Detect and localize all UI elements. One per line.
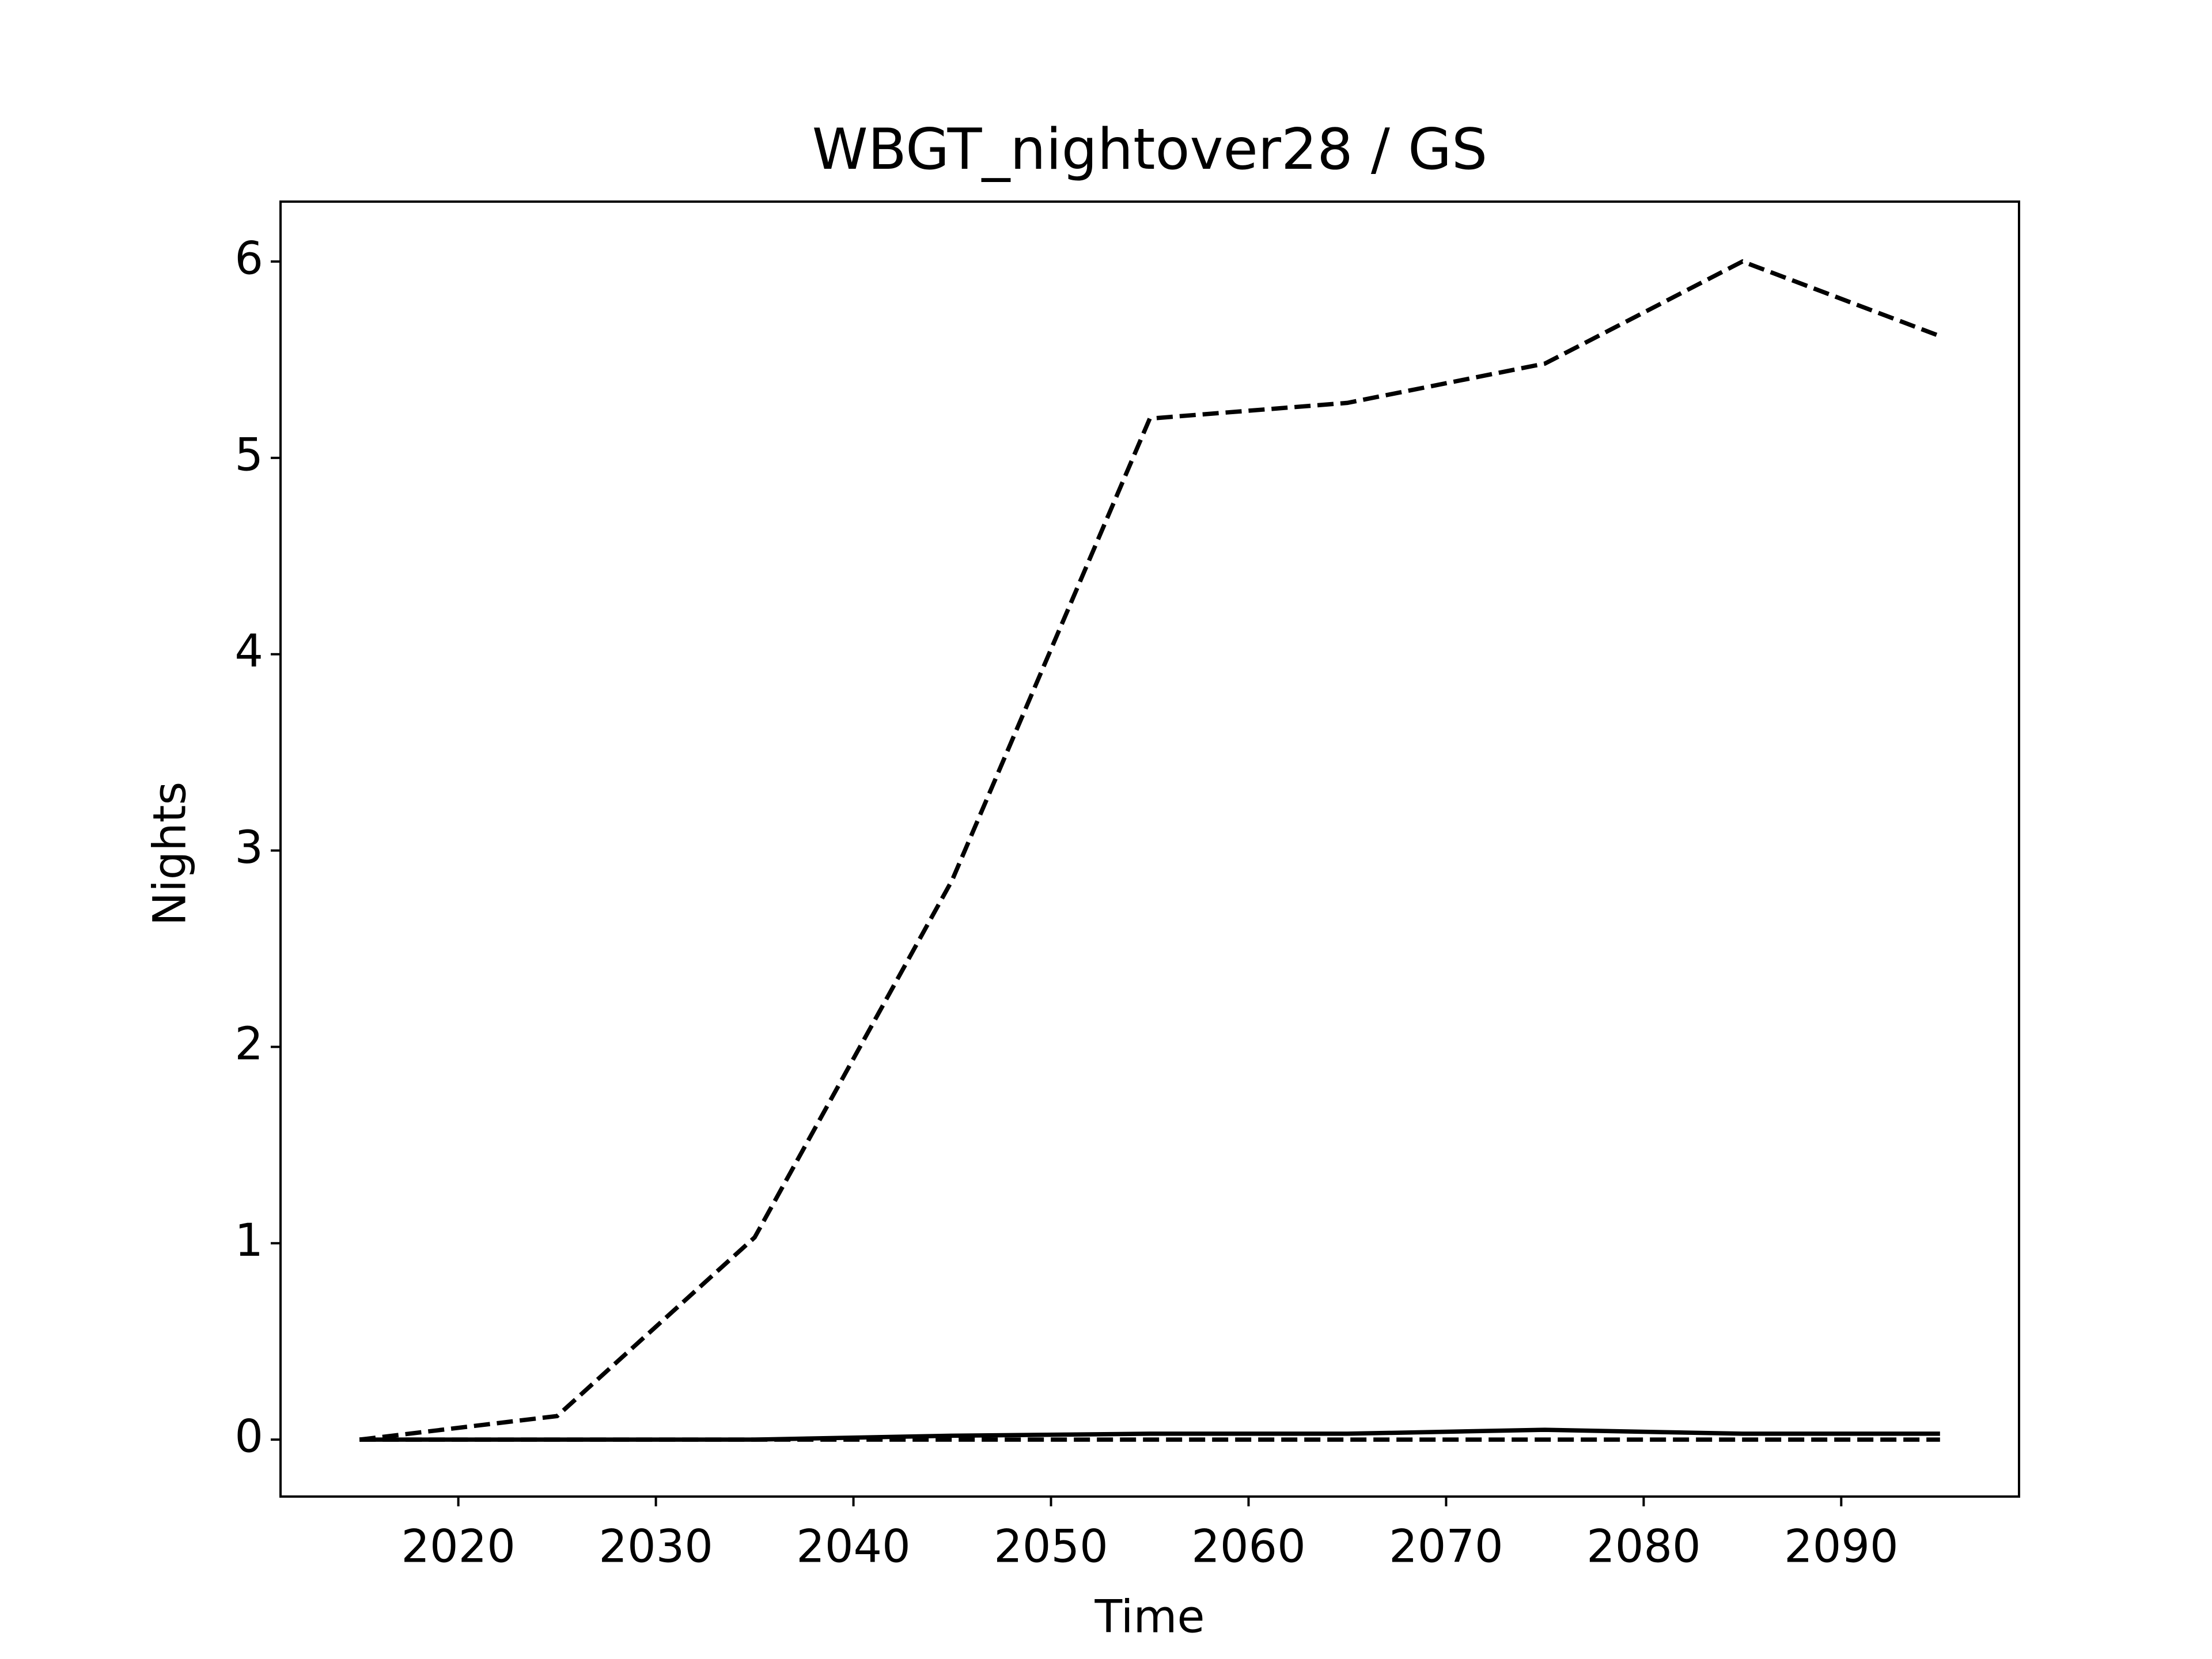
x-tick-label: 2050 [994,1521,1108,1573]
y-tick-label: 0 [234,1411,263,1463]
chart-title: WBGT_nightover28 / GS [812,117,1488,183]
x-tick-label: 2080 [1586,1521,1701,1573]
data-line [359,259,1941,1442]
y-tick-label: 2 [234,1018,263,1070]
x-tick-label: 2020 [401,1521,516,1573]
y-tick-label: 6 [234,233,263,285]
y-tick-label: 4 [234,626,263,677]
x-tick-label: 2040 [796,1521,911,1573]
plot-frame [279,200,2020,1498]
x-tick-label: 2070 [1389,1521,1503,1573]
y-axis-label: Nights [144,782,196,926]
x-tick-label: 2090 [1784,1521,1899,1573]
x-tick-label: 2060 [1191,1521,1306,1573]
x-tick-label: 2030 [599,1521,713,1573]
y-tick-label: 3 [234,822,263,874]
x-axis-label: Time [1094,1591,1205,1643]
y-tick-label: 5 [234,429,263,481]
y-tick-label: 1 [234,1215,263,1267]
